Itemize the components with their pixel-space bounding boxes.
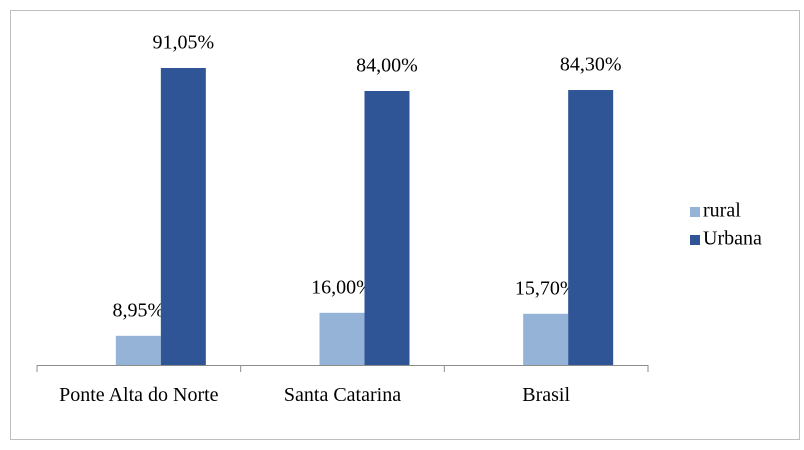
bar <box>160 68 206 365</box>
bar <box>364 90 410 365</box>
data-label: 15,70% <box>515 277 577 299</box>
x-tick-label: Santa Catarina <box>283 384 402 406</box>
legend-swatch <box>690 235 700 245</box>
legend-swatch <box>690 207 700 217</box>
data-label: 84,00% <box>356 55 418 77</box>
x-tick-label: Brasil <box>522 384 571 406</box>
bar <box>115 335 161 365</box>
bar <box>319 312 365 365</box>
bar <box>568 90 614 365</box>
data-label: 16,00% <box>311 276 373 298</box>
data-label: 91,05% <box>152 32 214 54</box>
data-label: 8,95% <box>112 299 164 321</box>
x-tick-label: Ponte Alta do Norte <box>59 384 219 406</box>
data-label: 84,30% <box>560 54 622 76</box>
legend-label: rural <box>703 200 741 222</box>
bar <box>523 313 569 365</box>
legend-label: Urbana <box>703 228 762 250</box>
